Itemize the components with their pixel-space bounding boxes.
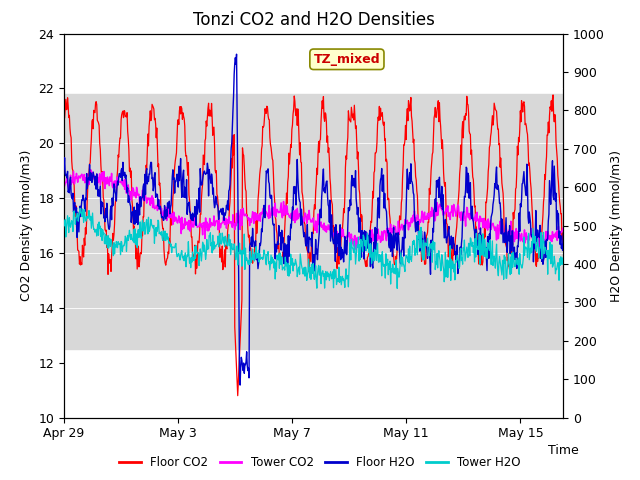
Y-axis label: CO2 Density (mmol/m3): CO2 Density (mmol/m3): [20, 150, 33, 301]
Legend: Floor CO2, Tower CO2, Floor H2O, Tower H2O: Floor CO2, Tower CO2, Floor H2O, Tower H…: [115, 452, 525, 474]
Text: Time: Time: [548, 444, 579, 456]
Bar: [64, 94, 563, 349]
Text: TZ_mixed: TZ_mixed: [314, 53, 380, 66]
Title: Tonzi CO2 and H2O Densities: Tonzi CO2 and H2O Densities: [193, 11, 435, 29]
Y-axis label: H2O Density (mmol/m3): H2O Density (mmol/m3): [611, 150, 623, 301]
